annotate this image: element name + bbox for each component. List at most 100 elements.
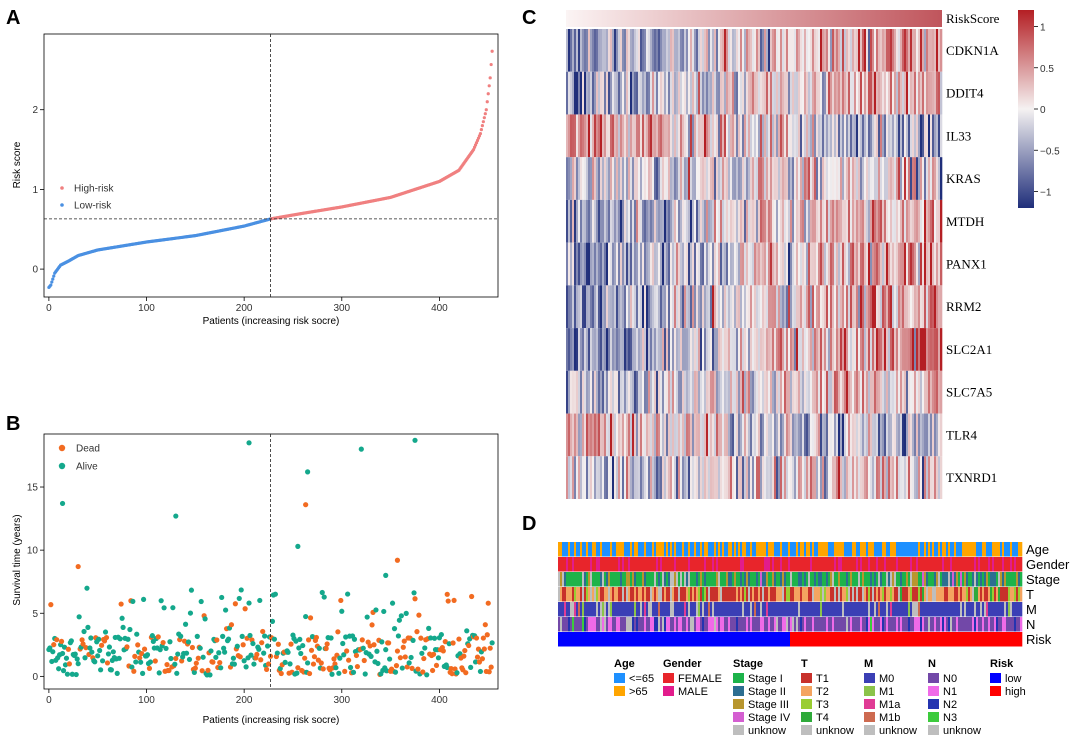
clinical-cell: [816, 542, 819, 557]
heatmap-cell: [612, 71, 615, 115]
risk-y-tick-label: 2: [32, 105, 38, 116]
alive-point: [305, 660, 311, 666]
clinical-cell: [810, 557, 813, 572]
heatmap-cell: [770, 456, 773, 499]
clinical-cell: [724, 617, 727, 632]
heatmap-cell: [640, 157, 643, 200]
alive-point: [174, 670, 180, 676]
heatmap-cell: [758, 370, 761, 414]
clinical-cell: [894, 557, 897, 572]
survival-x-label: Patients (increasing risk socre): [203, 715, 340, 726]
heatmap-cell: [928, 71, 931, 115]
clinical-cell: [870, 617, 873, 632]
clinical-cell: [756, 587, 759, 602]
heatmap-cell: [728, 199, 731, 243]
clinical-cell: [894, 542, 897, 557]
clinical-cell: [832, 617, 835, 632]
clinical-cell: [1020, 602, 1023, 617]
heatmap-cell: [860, 413, 863, 457]
clinical-cell: [944, 587, 947, 602]
heatmap-cell: [882, 413, 885, 457]
heatmap-cell: [744, 71, 747, 115]
clinical-cell: [956, 617, 959, 632]
clinical-cell: [602, 602, 605, 617]
clinical-cell: [766, 617, 769, 632]
clinical-cell: [744, 572, 747, 587]
heatmap-cell: [820, 199, 823, 243]
heatmap-cell: [798, 285, 801, 329]
clinical-cell: [780, 617, 783, 632]
clinical-cell: [878, 557, 881, 572]
clinical-cell: [822, 617, 825, 632]
heatmap-cell: [822, 285, 825, 329]
clinical-cell: [940, 542, 943, 557]
clinical-cell: [938, 632, 941, 647]
heatmap-cell: [818, 328, 821, 371]
heatmap-cell: [626, 328, 629, 371]
alive-point: [134, 631, 140, 637]
heatmap-cell: [840, 242, 843, 286]
heatmap-cell: [876, 456, 879, 499]
clinical-cell: [950, 572, 953, 587]
heatmap-cell: [612, 413, 615, 457]
heatmap-cell: [912, 328, 915, 371]
heatmap-cell: [684, 413, 687, 457]
heatmap-cell: [682, 199, 685, 243]
clinical-cell: [864, 542, 867, 557]
heatmap-cell: [796, 456, 799, 499]
heatmap-cell: [840, 114, 843, 158]
heatmap-cell: [672, 199, 675, 243]
heatmap-cell: [672, 328, 675, 371]
heatmap-cell: [918, 157, 921, 200]
clinical-track-label: M: [1026, 602, 1037, 617]
clinical-cell: [642, 572, 645, 587]
clinical-cell: [584, 557, 587, 572]
clinical-cell: [948, 632, 951, 647]
clinical-cell: [668, 557, 671, 572]
heatmap-cell: [606, 157, 609, 200]
clinical-cell: [866, 572, 869, 587]
heatmap-cell: [930, 29, 933, 72]
heatmap-cell: [730, 199, 733, 243]
clinical-cell: [1002, 632, 1005, 647]
clinical-cell: [704, 557, 707, 572]
heatmap-cell: [834, 242, 837, 286]
heatmap-cell: [912, 370, 915, 414]
heatmap-cell: [710, 456, 713, 499]
heatmap-cell: [820, 114, 823, 158]
heatmap-cell: [836, 29, 839, 72]
clinical-cell: [682, 587, 685, 602]
heatmap-cell: [756, 328, 759, 371]
clinical-cell: [610, 632, 613, 647]
alive-point: [262, 633, 268, 639]
heatmap-cell: [622, 71, 625, 115]
heatmap-cell: [826, 157, 829, 200]
clinical-cell: [708, 587, 711, 602]
heatmap-cell: [592, 71, 595, 115]
clinical-cell: [598, 617, 601, 632]
clinical-cell: [756, 602, 759, 617]
clinical-cell: [598, 572, 601, 587]
clinical-cell: [926, 572, 929, 587]
clinical-cell: [626, 602, 629, 617]
heatmap-cell: [744, 456, 747, 499]
heatmap-cell: [622, 370, 625, 414]
heatmap-cell: [826, 456, 829, 499]
heatmap-cell: [840, 328, 843, 371]
heatmap-cell: [752, 328, 755, 371]
clinical-cell: [706, 557, 709, 572]
alive-point: [446, 641, 452, 647]
clinical-cell: [720, 587, 723, 602]
heatmap-cell: [812, 29, 815, 72]
clinical-cell: [580, 557, 583, 572]
heatmap-cell: [744, 242, 747, 286]
clinical-cell: [776, 572, 779, 587]
heatmap-cell: [754, 29, 757, 72]
clinical-cell: [732, 572, 735, 587]
clinical-cell: [712, 542, 715, 557]
heatmap-cell: [718, 114, 721, 158]
clinical-cell: [718, 557, 721, 572]
alive-point: [140, 670, 146, 676]
risk-score-points: [47, 49, 494, 290]
clinical-cell: [756, 557, 759, 572]
